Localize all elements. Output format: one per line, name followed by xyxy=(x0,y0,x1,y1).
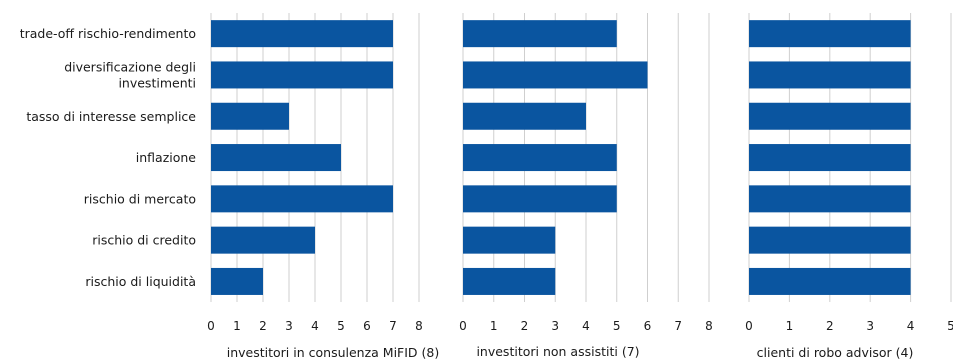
bar xyxy=(749,226,911,254)
bar xyxy=(463,61,648,89)
bar xyxy=(749,185,911,213)
bar xyxy=(211,226,315,254)
bar xyxy=(463,20,617,48)
bar xyxy=(211,61,393,89)
tick-label: 8 xyxy=(415,319,423,333)
tick-label: 1 xyxy=(490,319,498,333)
tick-label: 1 xyxy=(786,319,794,333)
tick-label: 8 xyxy=(705,319,713,333)
category-label: trade-off rischio-rendimento xyxy=(20,26,196,41)
panel-title: investitori non assistiti (7) xyxy=(476,344,639,359)
category-label: inflazione xyxy=(136,150,197,165)
tick-label: 3 xyxy=(285,319,293,333)
tick-label: 0 xyxy=(745,319,753,333)
bar xyxy=(463,144,617,172)
bar xyxy=(211,144,341,172)
bar xyxy=(749,20,911,48)
category-label-line: rischio di credito xyxy=(92,233,196,248)
category-label: diversificazione degli investimenti xyxy=(64,59,196,90)
category-label: tasso di interesse semplice xyxy=(26,109,196,124)
tick-label: 1 xyxy=(233,319,241,333)
category-label-line: tasso di interesse semplice xyxy=(26,109,196,124)
category-label-line: inflazione xyxy=(136,150,197,165)
category-label: rischio di mercato xyxy=(84,191,196,206)
tick-label: 4 xyxy=(907,319,915,333)
bar xyxy=(749,144,911,172)
category-label-line: diversificazione degli xyxy=(64,59,196,74)
tick-label: 2 xyxy=(259,319,267,333)
panel-title: clienti di robo advisor (4) xyxy=(757,345,914,360)
bar xyxy=(749,102,911,130)
category-label: rischio di credito xyxy=(92,233,196,248)
category-label: rischio di liquidità xyxy=(85,274,196,289)
bar xyxy=(749,267,911,295)
category-label-line: trade-off rischio-rendimento xyxy=(20,26,196,41)
bar xyxy=(211,267,263,295)
bar xyxy=(463,185,617,213)
tick-label: 3 xyxy=(551,319,559,333)
category-label-line: investimenti xyxy=(118,75,196,90)
tick-label: 0 xyxy=(459,319,467,333)
tick-label: 4 xyxy=(311,319,319,333)
tick-label: 0 xyxy=(207,319,215,333)
bar xyxy=(463,267,556,295)
bar xyxy=(211,185,393,213)
tick-label: 7 xyxy=(674,319,682,333)
category-label-line: rischio di mercato xyxy=(84,191,196,206)
tick-label: 6 xyxy=(644,319,652,333)
category-label-line: rischio di liquidità xyxy=(85,274,196,289)
tick-label: 5 xyxy=(947,319,953,333)
bar xyxy=(211,102,289,130)
tick-label: 3 xyxy=(866,319,874,333)
tick-label: 5 xyxy=(613,319,621,333)
tick-label: 4 xyxy=(582,319,590,333)
bar xyxy=(211,20,393,48)
tick-label: 7 xyxy=(389,319,397,333)
panel-title: investitori in consulenza MiFID (8) xyxy=(227,345,439,360)
tick-label: 2 xyxy=(521,319,529,333)
bar xyxy=(463,102,586,130)
tick-label: 2 xyxy=(826,319,834,333)
tick-label: 6 xyxy=(363,319,371,333)
bar xyxy=(463,226,556,254)
tick-label: 5 xyxy=(337,319,345,333)
bar xyxy=(749,61,911,89)
